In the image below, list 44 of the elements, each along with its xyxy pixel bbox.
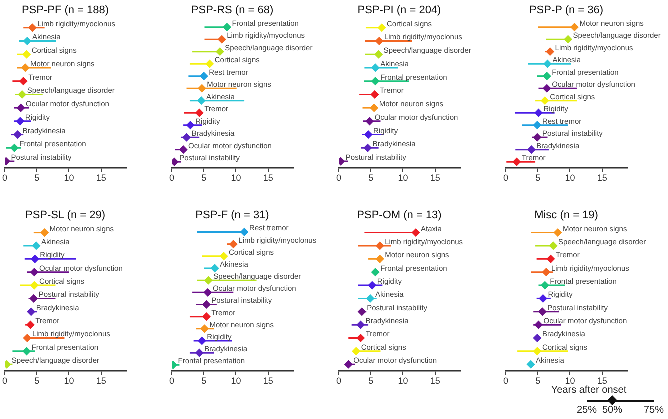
chart-title: PSP-P (n = 36)	[529, 4, 604, 17]
x-tick-label: 0	[2, 173, 8, 184]
x-tick-label: 10	[565, 376, 576, 386]
x-tick-label: 15	[263, 376, 274, 386]
chart-title: PSP-SL (n = 29)	[26, 210, 106, 222]
x-axis-title: Years after onset	[551, 385, 627, 396]
x-tick-label: 15	[96, 173, 106, 184]
text: 50%	[602, 405, 622, 416]
x-tick-label: 5	[536, 376, 541, 386]
x-tick-label: 0	[169, 173, 175, 184]
x-tick-label: 10	[565, 173, 576, 184]
x-tick-label: 0	[503, 173, 509, 184]
x-tick-label: 0	[336, 173, 342, 184]
x-tick-label: 5	[202, 173, 207, 184]
x-tick-label: 10	[398, 376, 408, 386]
x-tick-label: 5	[368, 173, 374, 184]
chart-title: PSP-PI (n = 204)	[358, 4, 442, 17]
x-tick-label: 5	[368, 376, 374, 386]
x-tick-label: 15	[597, 376, 608, 386]
x-tick-label: 10	[64, 376, 74, 386]
x-tick-label: 5	[536, 173, 541, 184]
x-tick-label: 15	[430, 173, 440, 184]
x-tick-label: 5	[34, 173, 40, 184]
x-tick-label: 10	[64, 173, 74, 184]
x-tick-label: 10	[231, 376, 242, 386]
chart-title: PSP-RS (n = 68)	[191, 4, 274, 17]
x-tick-label: 5	[34, 376, 40, 386]
x-tick-label: 0	[2, 376, 8, 386]
chart-title: PSP-OM (n = 13)	[357, 210, 442, 222]
x-tick-label: 0	[503, 376, 509, 386]
chart-title: Misc (n = 19)	[534, 210, 598, 222]
x-tick-label: 0	[169, 376, 175, 386]
x-tick-label: 10	[231, 173, 242, 184]
text: 25%	[576, 405, 598, 416]
x-tick-label: 5	[202, 376, 207, 386]
chart-title: PSP-PF (n = 188)	[22, 4, 110, 17]
x-tick-label: 15	[597, 173, 608, 184]
x-tick-label: 15	[263, 173, 274, 184]
x-tick-label: 15	[430, 376, 440, 386]
x-tick-label: 15	[96, 376, 106, 386]
text: 75%	[644, 405, 664, 416]
x-tick-label: 0	[336, 376, 342, 386]
x-tick-label: 10	[398, 173, 408, 184]
chart-title: PSP-F (n = 31)	[196, 210, 270, 222]
